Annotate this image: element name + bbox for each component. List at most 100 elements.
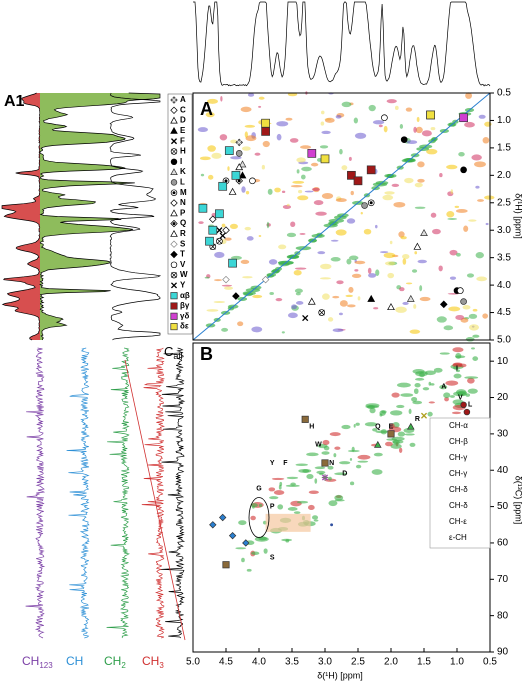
hsqc-peak xyxy=(328,500,338,507)
marker xyxy=(170,179,178,186)
cross-peak xyxy=(357,296,361,301)
marker xyxy=(320,154,330,164)
marker xyxy=(318,309,326,316)
marker-shape xyxy=(238,171,247,179)
y-tick-label: 50 xyxy=(497,501,509,512)
cross-peak xyxy=(304,190,314,193)
cross-peak xyxy=(261,164,265,170)
cross-peak xyxy=(353,117,359,124)
marker xyxy=(261,118,270,128)
legend-label: S xyxy=(180,239,186,248)
hsqc-peak xyxy=(347,449,360,453)
peak-label: H xyxy=(309,423,314,430)
hsqc-peak xyxy=(381,410,387,414)
peak-label: E xyxy=(389,423,394,430)
cross-peak xyxy=(281,331,285,334)
marker-shape xyxy=(460,401,467,409)
cross-peak xyxy=(336,280,344,285)
cross-peak xyxy=(207,174,214,180)
hsqc-peak xyxy=(392,440,404,444)
cross-peak xyxy=(468,324,480,331)
cross-peak xyxy=(229,223,238,229)
x-tick-label: 3.5 xyxy=(285,657,299,668)
cross-peak xyxy=(417,259,427,264)
marker xyxy=(170,271,178,279)
marker-shape xyxy=(170,302,178,310)
cross-peak xyxy=(345,294,354,298)
hsqc-peak xyxy=(455,355,466,359)
cross-peak xyxy=(313,200,324,206)
hsqc-peak xyxy=(314,466,326,470)
marker xyxy=(374,440,382,448)
cross-peak xyxy=(455,314,465,320)
marker xyxy=(170,199,178,207)
cross-peak xyxy=(219,134,228,141)
cross-peak xyxy=(244,226,251,231)
hsqc-peak xyxy=(422,387,430,391)
cross-peak xyxy=(477,199,484,202)
marker xyxy=(387,430,395,438)
peak-label: F xyxy=(283,460,288,467)
marker-shape xyxy=(407,422,415,430)
cross-peak xyxy=(227,166,230,171)
label-main: CH xyxy=(142,654,159,668)
y-tick-label: 5.0 xyxy=(497,335,511,346)
legend-label: CH-δ xyxy=(449,485,468,494)
cross-peak xyxy=(475,252,484,259)
x-axis-label: δ(¹H) [ppm] xyxy=(317,670,363,680)
y-tick-label: 40 xyxy=(497,465,509,476)
marker-shape xyxy=(209,215,217,224)
cross-peak xyxy=(211,152,222,159)
cross-peak xyxy=(205,111,215,118)
cross-peak xyxy=(399,287,405,292)
hsqc-peak xyxy=(285,484,300,487)
cross-peak xyxy=(311,187,320,192)
cross-peak xyxy=(224,286,234,290)
trace-label: CH xyxy=(66,654,83,668)
hsqc-peak xyxy=(355,464,362,469)
y-tick-label: 70 xyxy=(497,574,509,585)
hsqc-peak xyxy=(355,422,360,426)
y-axis-label: δ(¹H) [ppm] xyxy=(514,193,524,239)
hsqc-peak xyxy=(341,424,351,430)
marker-shape xyxy=(170,168,178,176)
hsqc-peak xyxy=(372,428,378,432)
marker-shape xyxy=(172,222,176,226)
cross-peak xyxy=(474,161,486,168)
cross-peak xyxy=(363,228,372,235)
marker-shape xyxy=(361,202,368,209)
cross-peak xyxy=(319,277,332,280)
hsqc-peak xyxy=(444,397,449,402)
spectrum xyxy=(1,92,41,341)
marker xyxy=(170,323,178,331)
marker xyxy=(209,521,217,529)
marker-shape xyxy=(381,114,388,122)
marker xyxy=(307,297,316,305)
marker xyxy=(222,275,230,284)
cross-peak xyxy=(404,177,414,184)
hsqc-peak xyxy=(455,369,461,373)
hsqc-peak xyxy=(375,430,389,434)
trace xyxy=(106,347,131,639)
cross-peak xyxy=(409,329,421,334)
marker xyxy=(302,314,309,322)
cross-peak xyxy=(251,326,263,333)
cross-peak xyxy=(476,276,488,282)
cross-peak xyxy=(405,107,413,112)
cross-peak xyxy=(379,251,389,254)
cross-peak xyxy=(197,127,208,133)
hsqc-peak xyxy=(258,503,263,508)
cross-peak xyxy=(341,101,352,108)
hsqc-peak xyxy=(327,465,334,470)
cross-peak xyxy=(290,185,303,188)
cross-peak xyxy=(398,231,405,238)
cross-peak xyxy=(351,273,362,278)
cross-peak xyxy=(321,130,331,135)
cross-peak xyxy=(244,131,248,138)
cross-peak xyxy=(406,140,418,145)
hsqc-peak xyxy=(314,478,318,484)
hsqc-peak xyxy=(277,504,284,510)
cross-peak xyxy=(242,276,253,279)
peak-label: N xyxy=(329,460,334,467)
cross-peak xyxy=(320,121,325,126)
